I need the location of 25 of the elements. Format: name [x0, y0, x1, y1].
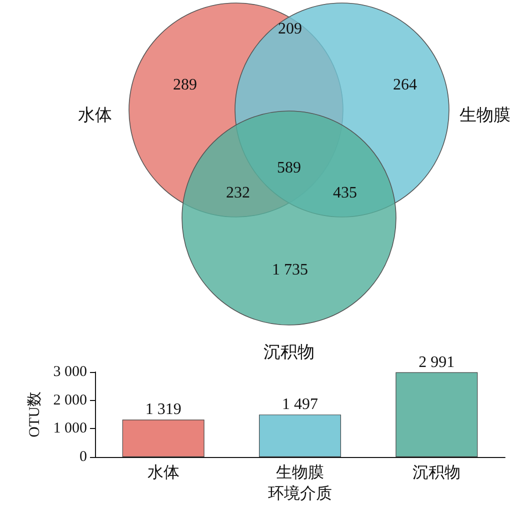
data-label: 1 319 [145, 401, 182, 418]
y-tick-label: 3 000 [53, 364, 87, 380]
category-label: 水体 [78, 106, 112, 124]
y-tick-label: 2 000 [53, 392, 87, 408]
text: 264 [393, 76, 417, 94]
bar [259, 414, 341, 457]
x-axis-title: 环境介质 [268, 484, 332, 502]
text: 1 735 [272, 262, 308, 278]
data-label: 2 991 [418, 354, 455, 371]
y-tick-label: 1 000 [53, 420, 87, 437]
text: 289 [173, 76, 197, 94]
x-tick-label: 水体 [147, 464, 180, 482]
bar [396, 372, 478, 457]
text: 232 [226, 184, 250, 202]
category-label: 沉积物 [264, 342, 314, 362]
text: 589 [277, 160, 301, 176]
text: 435 [333, 184, 357, 202]
x-tick-label: 生物膜 [276, 464, 324, 482]
y-tick-label: 0 [80, 449, 87, 465]
category-label: 生物膜 [460, 106, 510, 124]
y-axis-title: OTU数 [26, 392, 43, 438]
bar [122, 420, 204, 457]
text: 209 [278, 20, 302, 38]
data-label: 1 497 [282, 396, 318, 414]
x-tick-label: 沉积物 [412, 464, 461, 482]
